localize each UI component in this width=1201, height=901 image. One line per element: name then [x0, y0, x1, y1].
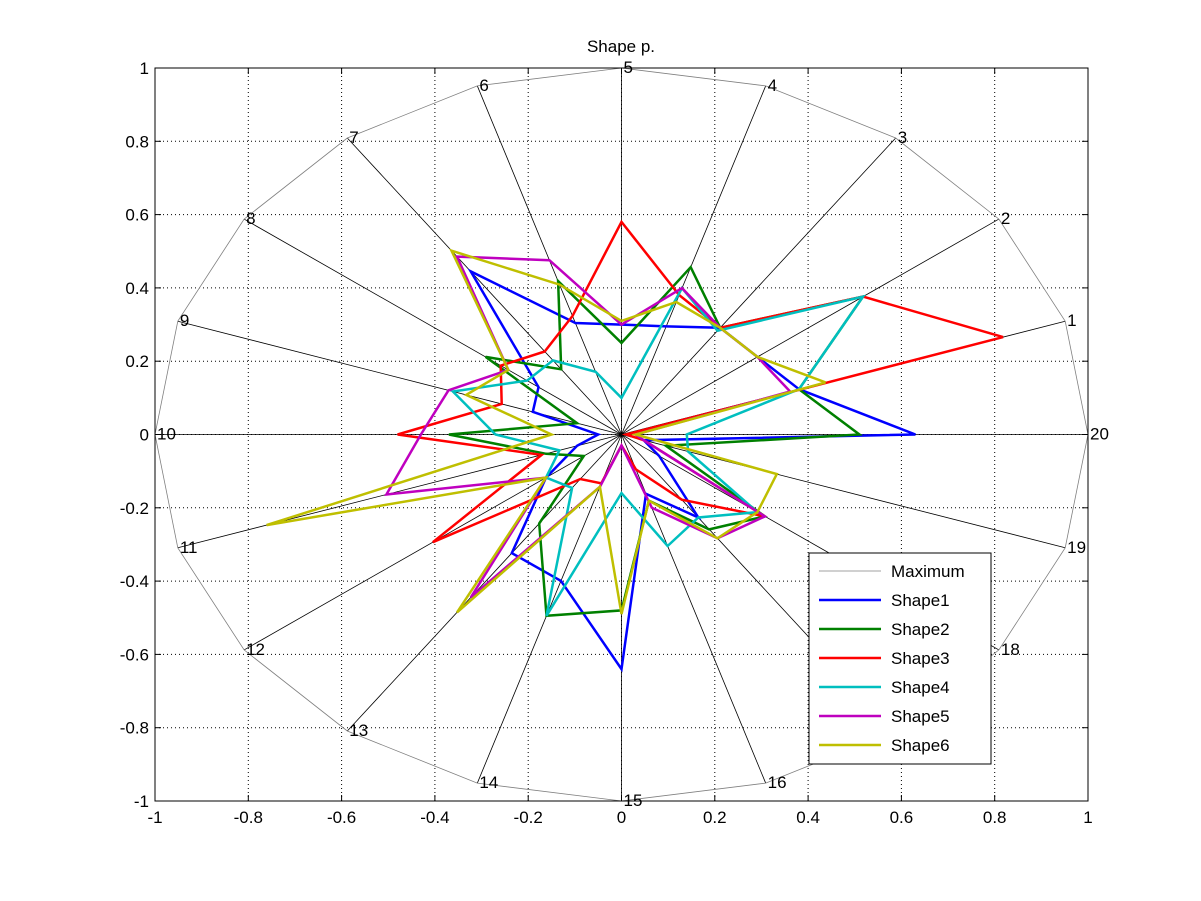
spoke-label-20: 20	[1090, 425, 1109, 444]
series-line-shape3	[397, 219, 1004, 544]
x-tick-label: 0.8	[983, 808, 1007, 827]
x-tick-label: 1	[1083, 808, 1092, 827]
spoke-19	[621, 434, 1066, 549]
axis-ticks: -1 -0.8 -0.6 -0.4 -0.2 0 0.2 0.4 0.6 0.8 1 -1 -0.8 -0…	[120, 59, 1093, 827]
y-tick-label: 0.6	[125, 206, 149, 225]
spoke-label-8: 8	[246, 209, 255, 228]
spoke-label-18: 18	[1001, 640, 1020, 659]
x-tick-label: 0	[617, 808, 626, 827]
series-line-shape4	[450, 285, 866, 617]
spoke-label-3: 3	[898, 128, 907, 147]
spoke-2	[621, 218, 1000, 435]
spoke-labels: 1234567891011121314151617181920	[157, 58, 1109, 810]
spoke-4	[621, 85, 767, 435]
spoke-label-13: 13	[349, 721, 368, 740]
x-tick-label: 0.4	[796, 808, 820, 827]
y-tick-label: 0	[140, 426, 149, 445]
x-tick-label: -1	[147, 808, 162, 827]
legend-label-shape3: Shape3	[891, 649, 950, 668]
x-tick-label: -0.6	[327, 808, 356, 827]
series-line-shape1	[467, 268, 916, 673]
legend: Maximum Shape1 Shape2 Shape3 Shape4 Shape5 Sha…	[808, 552, 992, 765]
x-tick-label: 0.6	[890, 808, 914, 827]
y-tick-label: -1	[134, 792, 149, 811]
series-line-shape5	[384, 255, 792, 599]
spoke-7	[347, 137, 622, 435]
x-tick-label: 0.2	[703, 808, 727, 827]
spoke-label-6: 6	[479, 76, 488, 95]
spoke-label-2: 2	[1001, 209, 1010, 228]
legend-label-shape4: Shape4	[891, 678, 950, 697]
legend-label-shape6: Shape6	[891, 736, 950, 755]
legend-label-maximum: Maximum	[891, 562, 965, 581]
series-line-shape6	[266, 248, 827, 615]
spoke-label-19: 19	[1067, 538, 1086, 557]
spoke-label-11: 11	[180, 538, 198, 557]
x-tick-label: -0.2	[514, 808, 543, 827]
y-tick-label: -0.6	[120, 645, 149, 664]
series-lines	[154, 67, 1089, 802]
spoke-13	[347, 434, 622, 732]
y-tick-label: -0.8	[120, 719, 149, 738]
legend-label-shape1: Shape1	[891, 591, 950, 610]
y-tick-label: 0.8	[125, 132, 149, 151]
legend-label-shape5: Shape5	[891, 707, 950, 726]
y-tick-label: 0.4	[125, 279, 149, 298]
y-tick-label: -0.2	[120, 499, 149, 518]
spoke-label-10: 10	[157, 425, 176, 444]
spoke-label-1: 1	[1067, 311, 1076, 330]
spoke-label-4: 4	[768, 76, 777, 95]
spoke-label-12: 12	[246, 640, 265, 659]
y-tick-label: 1	[140, 59, 149, 78]
spoke-3	[621, 137, 896, 435]
chart-title: Shape p.	[587, 37, 655, 56]
y-tick-label: 0.2	[125, 352, 149, 371]
x-tick-label: -0.8	[234, 808, 263, 827]
x-tick-label: -0.4	[420, 808, 449, 827]
y-tick-label: -0.4	[120, 572, 149, 591]
spoke-8	[243, 218, 622, 435]
legend-label-shape2: Shape2	[891, 620, 950, 639]
spoke-label-7: 7	[349, 128, 358, 147]
spoke-label-16: 16	[768, 773, 787, 792]
spoke-label-14: 14	[479, 773, 498, 792]
spoke-label-9: 9	[180, 311, 189, 330]
